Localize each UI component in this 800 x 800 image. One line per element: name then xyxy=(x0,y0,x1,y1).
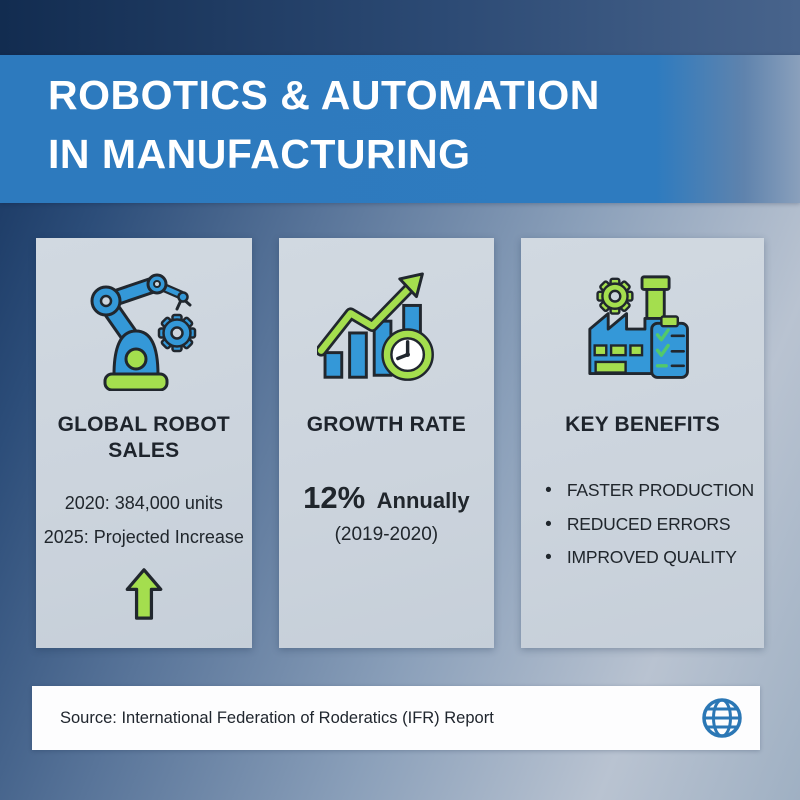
stat-line-2020: 2020: 384,000 units xyxy=(64,493,223,513)
growth-period: (2019-2020) xyxy=(334,524,439,545)
globe-icon xyxy=(700,696,744,740)
benefit-label: IMPROVED QUALITY xyxy=(566,547,737,567)
source-bar: Source: International Federation of Rode… xyxy=(32,686,760,750)
title-line-1: ROBOTICS & AUTOMATION xyxy=(48,72,600,118)
robot-sales-stats: 2020: 384,000 units 2025: Projected Incr… xyxy=(36,486,252,554)
bullet-dot: • xyxy=(545,480,552,501)
arrow-up-icon xyxy=(36,568,252,625)
top-strip xyxy=(0,0,800,55)
benefit-label: REDUCED ERRORS xyxy=(566,513,731,534)
benefit-item: • FASTER PRODUCTION xyxy=(545,474,754,508)
source-text: Source: International Federation of Rode… xyxy=(60,708,494,727)
card-title: GROWTH RATE xyxy=(306,413,467,436)
title-line-2: IN MANUFACTURING xyxy=(48,131,471,177)
growth-chart-clock-icon xyxy=(279,270,495,392)
card-title: GLOBAL ROBOT SALES xyxy=(57,413,230,462)
growth-frequency: Annually xyxy=(376,488,470,513)
card-global-robot-sales: GLOBAL ROBOT SALES 2020: 384,000 units 2… xyxy=(36,238,252,648)
card-title: KEY BENEFITS xyxy=(565,413,721,436)
benefits-list: • FASTER PRODUCTION • REDUCED ERRORS • I… xyxy=(521,474,764,575)
growth-percent: 12% xyxy=(303,480,366,515)
stat-line-2025: 2025: Projected Increase xyxy=(43,527,244,547)
benefit-label: FASTER PRODUCTION xyxy=(566,480,754,500)
page-title: ROBOTICS & AUTOMATION IN MANUFACTURING xyxy=(48,66,800,184)
growth-value: 12% Annually xyxy=(279,480,495,516)
cards-row: GLOBAL ROBOT SALES 2020: 384,000 units 2… xyxy=(36,238,764,648)
benefit-item: • IMPROVED QUALITY xyxy=(545,541,754,575)
bullet-dot: • xyxy=(545,513,552,535)
header-banner: ROBOTICS & AUTOMATION IN MANUFACTURING xyxy=(0,55,800,203)
card-key-benefits: KEY BENEFITS • FASTER PRODUCTION • REDUC… xyxy=(521,238,764,648)
bullet-dot: • xyxy=(545,547,552,568)
benefit-item: • REDUCED ERRORS xyxy=(545,508,754,542)
robot-arm-gear-icon xyxy=(36,270,252,392)
factory-checklist-icon xyxy=(521,270,764,392)
card-growth-rate: GROWTH RATE 12% Annually (2019-2020) xyxy=(278,238,495,648)
